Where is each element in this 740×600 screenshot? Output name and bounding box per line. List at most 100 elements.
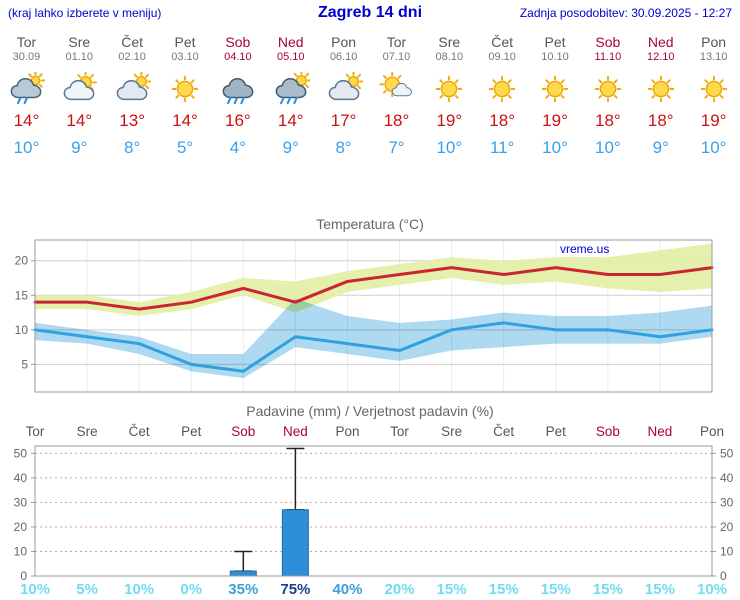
svg-text:0: 0 — [20, 569, 27, 580]
svg-text:Ned: Ned — [283, 424, 308, 439]
probability-value: 15% — [644, 581, 675, 598]
svg-text:10: 10 — [15, 323, 29, 337]
day-column: Ned 12.10 18° 9° — [634, 30, 687, 159]
svg-text:Tor: Tor — [26, 424, 45, 439]
weather-icon-cell — [0, 71, 53, 107]
day-date: 02.10 — [118, 51, 146, 63]
weather-icon-cell — [159, 71, 212, 107]
weather-icon-cell — [317, 71, 370, 107]
day-temp-min: 8° — [335, 138, 352, 157]
day-column: Tor 07.10 18° 7° — [370, 30, 423, 159]
weather-icon-cell — [211, 71, 264, 107]
probability-value: 10% — [696, 581, 728, 598]
day-name: Tor — [16, 34, 37, 50]
day-temp-min: 10° — [595, 138, 621, 157]
svg-text:10: 10 — [14, 544, 28, 558]
precipitation-chart-title: Padavine (mm) / Verjetnost padavin (%) — [246, 403, 494, 419]
svg-text:Sob: Sob — [231, 424, 255, 439]
temperature-chart-title: Temperatura (°C) — [316, 216, 424, 232]
day-name: Pon — [331, 34, 357, 50]
weather-icon-cell — [687, 71, 740, 107]
day-temp-max: 14° — [13, 111, 40, 130]
day-date: 10.10 — [541, 51, 569, 63]
day-date: 09.10 — [488, 51, 516, 63]
probability-row: 10% 5% 10% 0% 35% 75% 40% 20% 15% 15% 15% 15% 15% 10% — [0, 581, 740, 599]
weather-icon-cell — [370, 71, 423, 107]
probability-value: 15% — [436, 581, 467, 598]
day-temp-max: 19° — [700, 111, 727, 130]
day-name: Pet — [174, 34, 196, 50]
day-column: Ned 05.10 14° 9° — [264, 30, 317, 159]
svg-text:Sre: Sre — [77, 424, 98, 439]
probability-value: 10% — [124, 581, 155, 598]
day-name: Čet — [491, 34, 514, 50]
partly-sunny-icon — [379, 72, 413, 98]
svg-text:Pet: Pet — [181, 424, 202, 439]
day-date: 13.10 — [699, 51, 728, 63]
svg-text:Tor: Tor — [390, 424, 409, 439]
day-temp-max: 14° — [66, 111, 93, 130]
weather-icon-cell — [53, 71, 106, 107]
day-temp-max: 18° — [489, 111, 516, 130]
day-date: 12.10 — [646, 51, 675, 63]
svg-text:Čet: Čet — [129, 424, 150, 439]
day-temp-min: 10° — [542, 138, 568, 157]
svg-text:20: 20 — [15, 254, 29, 268]
sunny-icon — [488, 75, 516, 103]
day-temp-min: 7° — [388, 138, 405, 157]
sunny-icon — [700, 75, 727, 103]
last-update: Zadnja posodobitev: 30.09.2025 - 12:27 — [519, 6, 732, 20]
day-temp-max: 18° — [647, 111, 674, 130]
day-column: Sre 08.10 19° 10° — [423, 30, 476, 159]
weather-icon-cell — [581, 71, 634, 107]
day-name: Pet — [544, 34, 566, 50]
sunny-icon — [541, 75, 569, 103]
weather-icon-cell — [476, 71, 529, 107]
svg-text:40: 40 — [14, 471, 28, 485]
day-temp-min: 11° — [489, 138, 515, 157]
day-date: 07.10 — [382, 51, 411, 63]
svg-text:Ned: Ned — [648, 424, 673, 439]
svg-text:Čet: Čet — [493, 424, 514, 439]
day-column: Sre 01.10 14° 9° — [53, 30, 106, 159]
day-name: Tor — [386, 34, 407, 50]
svg-text:15: 15 — [15, 288, 29, 302]
menu-hint[interactable]: (kraj lahko izberete v meniju) — [8, 6, 162, 20]
day-temp-min: 4° — [229, 138, 246, 157]
day-column: Sob 11.10 18° 10° — [581, 30, 634, 159]
day-temp-max: 14° — [172, 111, 198, 130]
svg-text:50: 50 — [14, 446, 28, 460]
day-temp-max: 13° — [119, 111, 145, 130]
weather-icon-cell — [264, 71, 317, 107]
day-column: Čet 02.10 13° 8° — [106, 30, 159, 159]
sunny-icon — [436, 75, 463, 103]
day-name: Pon — [701, 34, 727, 50]
day-name: Čet — [121, 34, 144, 50]
day-column: Pon 06.10 17° 8° — [317, 30, 370, 159]
day-temp-max: 14° — [277, 111, 304, 130]
svg-text:Pon: Pon — [335, 424, 359, 439]
svg-text:10: 10 — [720, 544, 734, 558]
day-temp-min: 5° — [176, 138, 194, 157]
day-temp-min: 10° — [436, 138, 463, 157]
rain-sun-icon — [275, 72, 310, 105]
day-date: 06.10 — [329, 51, 358, 63]
day-column: Tor 30.09 14° 10° — [0, 30, 53, 159]
day-name: Sob — [595, 34, 621, 50]
probability-value: 15% — [488, 581, 519, 598]
day-name: Ned — [277, 34, 304, 50]
probability-value: 0% — [180, 581, 203, 598]
svg-text:Pet: Pet — [546, 424, 567, 439]
svg-text:0: 0 — [720, 569, 727, 580]
mostly-cloudy-icon — [116, 72, 152, 101]
day-date: 03.10 — [171, 51, 199, 63]
day-temp-max: 18° — [383, 111, 410, 130]
probability-value: 35% — [228, 581, 259, 598]
day-column: Čet 09.10 18° 11° — [476, 30, 529, 159]
day-temp-min: 8° — [124, 138, 141, 157]
day-temp-max: 19° — [436, 111, 463, 130]
temperature-chart: 5 10 15 20 vreme.us — [15, 239, 714, 393]
day-date: 01.10 — [65, 51, 94, 63]
weather-icon-cell — [423, 71, 476, 107]
